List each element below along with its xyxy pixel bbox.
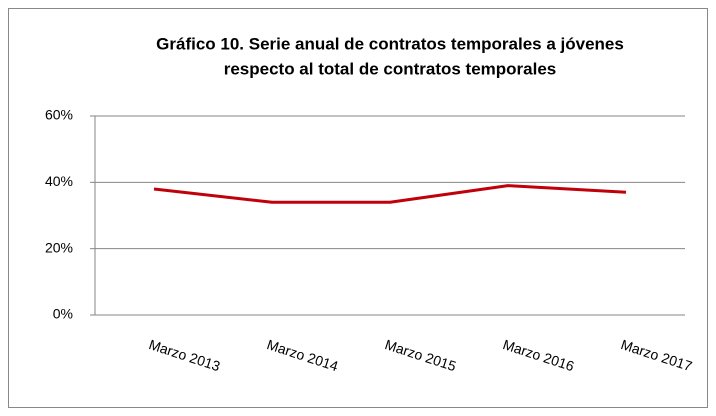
chart-title: Gráfico 10. Serie anual de contratos tem… [156,34,624,53]
y-tick-label: 60% [45,107,73,123]
y-tick-label: 0% [53,306,73,322]
y-tick-label: 40% [45,173,73,189]
chart-frame [8,8,708,408]
y-tick-label: 20% [45,239,73,255]
chart-title: respecto al total de contratos temporale… [224,59,557,78]
line-series [153,184,627,204]
